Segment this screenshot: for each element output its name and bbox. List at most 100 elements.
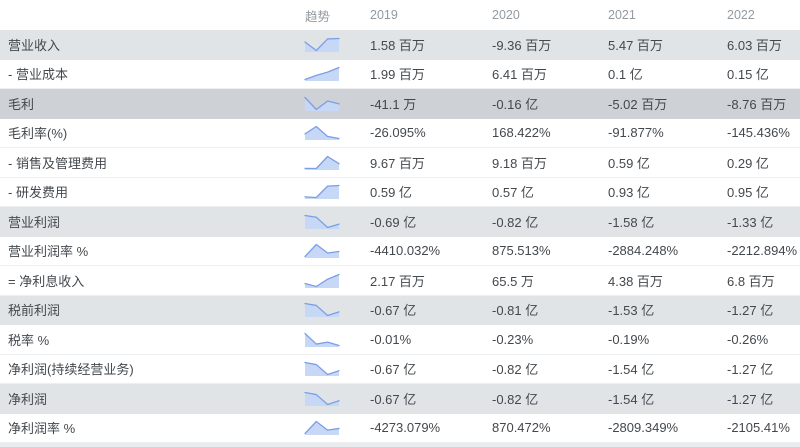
table-header: 趋势 2019 2020 2021 2022 [0, 0, 800, 30]
value-2021: -5.02 百万 [608, 96, 668, 112]
table-row[interactable]: 税前利润 -0.67 亿 -0.81 亿 -1.53 亿 -1.27 亿 [0, 295, 800, 325]
value-2021: -1.58 亿 [608, 214, 655, 230]
value-2019: -4410.032% [370, 243, 441, 259]
table-row[interactable]: = 净利息收入 2.17 百万 65.5 万 4.38 百万 6.8 百万 [0, 266, 800, 296]
value-2021: -1.53 亿 [608, 303, 655, 319]
table-row[interactable]: 营业利润率 % -4410.032% 875.513% -2884.248% -2212… [0, 236, 800, 266]
value-2019: -0.67 亿 [370, 391, 417, 407]
value-2022: -1.27 亿 [727, 303, 774, 319]
trend-sparkline-icon [300, 390, 368, 407]
row-label: 税前利润 [8, 303, 61, 319]
header-year-2019: 2019 [370, 8, 398, 22]
value-2020: 0.57 亿 [492, 185, 534, 201]
value-2021: 0.93 亿 [608, 185, 650, 201]
row-label: 净利润率 % [8, 421, 76, 437]
table-row[interactable]: 净利润率 % -4273.079% 870.472% -2809.349% -2105.… [0, 413, 800, 443]
trend-sparkline-icon [300, 242, 368, 259]
value-2022: 0.15 亿 [727, 67, 769, 83]
row-label: 营业利润率 % [8, 244, 89, 260]
table-row[interactable]: 营业收入 1.58 百万 -9.36 百万 5.47 百万 6.03 百万 [0, 30, 800, 60]
value-2021: -2884.248% [608, 243, 679, 259]
value-2019: -26.095% [370, 125, 426, 141]
value-2020: -0.82 亿 [492, 391, 539, 407]
value-2019: 1.99 百万 [370, 67, 425, 83]
table-row[interactable]: 营业利润 -0.69 亿 -0.82 亿 -1.58 亿 -1.33 亿 [0, 207, 800, 237]
table-row[interactable]: 净利润(持续经营业务) -0.67 亿 -0.82 亿 -1.54 亿 -1.27 亿 [0, 354, 800, 384]
value-2022: -1.33 亿 [727, 214, 774, 230]
trend-sparkline-icon [300, 331, 368, 348]
row-label: - 营业成本 [8, 67, 68, 83]
trend-sparkline-icon [300, 36, 368, 53]
value-2019: -41.1 万 [370, 96, 417, 112]
trend-sparkline-icon [300, 154, 368, 171]
value-2022: 0.95 亿 [727, 185, 769, 201]
value-2021: -1.54 亿 [608, 391, 655, 407]
value-2020: -0.82 亿 [492, 362, 539, 378]
value-2019: -0.67 亿 [370, 362, 417, 378]
value-2022: -1.27 亿 [727, 391, 774, 407]
next-row-partial [0, 443, 800, 447]
value-2022: -145.436% [727, 125, 790, 141]
value-2020: 6.41 百万 [492, 67, 547, 83]
header-trend: 趋势 [305, 9, 331, 24]
value-2022: -8.76 百万 [727, 96, 787, 112]
trend-sparkline-icon [300, 95, 368, 112]
value-2021: 5.47 百万 [608, 37, 663, 53]
row-label: 营业利润 [8, 214, 61, 230]
row-label: = 净利息收入 [8, 273, 85, 289]
table-row[interactable]: 净利润 -0.67 亿 -0.82 亿 -1.54 亿 -1.27 亿 [0, 384, 800, 414]
row-label: 毛利 [8, 96, 35, 112]
value-2019: -0.69 亿 [370, 214, 417, 230]
row-label: 净利润 [8, 391, 48, 407]
table-row[interactable]: - 营业成本 1.99 百万 6.41 百万 0.1 亿 0.15 亿 [0, 59, 800, 89]
value-2021: 0.59 亿 [608, 155, 650, 171]
value-2019: -0.67 亿 [370, 303, 417, 319]
value-2020: -0.16 亿 [492, 96, 539, 112]
value-2020: 168.422% [492, 125, 551, 141]
value-2019: -4273.079% [370, 420, 441, 436]
row-label: 营业收入 [8, 37, 61, 53]
table-row[interactable]: 税率 % -0.01% -0.23% -0.19% -0.26% [0, 325, 800, 355]
value-2021: -0.19% [608, 331, 650, 347]
value-2019: 2.17 百万 [370, 273, 425, 289]
value-2020: -0.81 亿 [492, 303, 539, 319]
value-2022: -2212.894% [727, 243, 798, 259]
value-2020: 870.472% [492, 420, 551, 436]
table-row[interactable]: 毛利 -41.1 万 -0.16 亿 -5.02 百万 -8.76 百万 [0, 89, 800, 119]
value-2020: 65.5 万 [492, 273, 534, 289]
value-2019: 0.59 亿 [370, 185, 412, 201]
value-2021: -91.877% [608, 125, 664, 141]
trend-sparkline-icon [300, 360, 368, 377]
header-year-2021: 2021 [608, 8, 636, 22]
value-2020: -0.82 亿 [492, 214, 539, 230]
row-label: 毛利率(%) [8, 126, 68, 142]
trend-sparkline-icon [300, 65, 368, 82]
value-2019: 9.67 百万 [370, 155, 425, 171]
row-label: 税率 % [8, 332, 50, 348]
trend-sparkline-icon [300, 213, 368, 230]
value-2019: -0.01% [370, 331, 412, 347]
value-2022: -1.27 亿 [727, 362, 774, 378]
trend-sparkline-icon [300, 272, 368, 289]
value-2021: -2809.349% [608, 420, 679, 436]
header-year-2020: 2020 [492, 8, 520, 22]
value-2020: 875.513% [492, 243, 551, 259]
table-row[interactable]: - 研发费用 0.59 亿 0.57 亿 0.93 亿 0.95 亿 [0, 177, 800, 207]
value-2020: -9.36 百万 [492, 37, 552, 53]
row-label: - 销售及管理费用 [8, 155, 107, 171]
header-year-2022: 2022 [727, 8, 755, 22]
value-2022: -2105.41% [727, 420, 790, 436]
row-label: - 研发费用 [8, 185, 68, 201]
table-body: 营业收入 1.58 百万 -9.36 百万 5.47 百万 6.03 百万 - 营业成本 1… [0, 30, 800, 443]
value-2020: 9.18 百万 [492, 155, 547, 171]
value-2020: -0.23% [492, 331, 534, 347]
table-row[interactable]: 毛利率(%) -26.095% 168.422% -91.877% -145.436% [0, 118, 800, 148]
table-row[interactable]: - 销售及管理费用 9.67 百万 9.18 百万 0.59 亿 0.29 亿 [0, 148, 800, 178]
value-2021: 4.38 百万 [608, 273, 663, 289]
value-2022: -0.26% [727, 331, 769, 347]
trend-sparkline-icon [300, 124, 368, 141]
trend-sparkline-icon [300, 183, 368, 200]
value-2019: 1.58 百万 [370, 37, 425, 53]
value-2022: 0.29 亿 [727, 155, 769, 171]
